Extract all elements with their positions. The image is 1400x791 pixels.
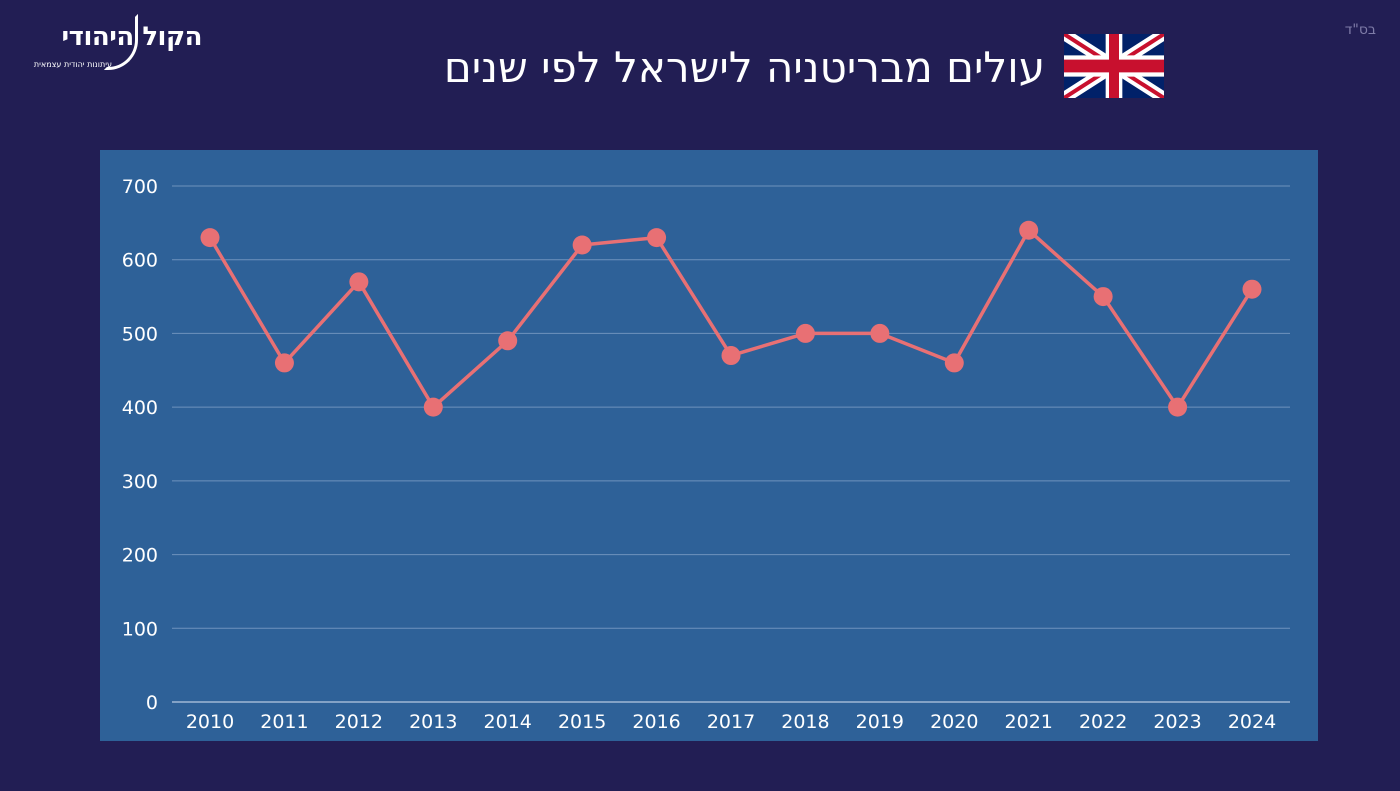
x-tick-label: 2012 bbox=[335, 711, 383, 733]
x-tick-label: 2020 bbox=[930, 711, 978, 733]
uk-flag-icon bbox=[1064, 34, 1164, 98]
data-point bbox=[423, 397, 443, 417]
data-point bbox=[1168, 397, 1188, 417]
data-point bbox=[1019, 220, 1039, 240]
data-point bbox=[721, 346, 741, 366]
y-tick-label: 100 bbox=[122, 618, 158, 640]
x-tick-label: 2018 bbox=[781, 711, 829, 733]
x-tick-label: 2024 bbox=[1228, 711, 1276, 733]
data-point bbox=[349, 272, 369, 292]
x-tick-label: 2021 bbox=[1005, 711, 1053, 733]
chart-panel: 0 100 200 300 400 500 600 700 2010 2011 2012 2013 20… bbox=[100, 150, 1318, 741]
y-tick-label: 200 bbox=[122, 545, 158, 567]
x-tick-label: 2017 bbox=[707, 711, 755, 733]
data-point bbox=[572, 235, 592, 255]
data-point bbox=[1242, 279, 1262, 299]
x-tick-label: 2013 bbox=[409, 711, 457, 733]
data-point bbox=[944, 353, 964, 373]
bsd-mark: בס"ד bbox=[1344, 22, 1376, 38]
y-tick-label: 300 bbox=[122, 471, 158, 493]
x-tick-label: 2010 bbox=[186, 711, 234, 733]
line-chart: 0 100 200 300 400 500 600 700 2010 2011 2012 2013 20… bbox=[122, 176, 1290, 733]
y-tick-label: 0 bbox=[146, 692, 158, 714]
logo: הקול היהודי עיתונות יהודית עצמאית bbox=[12, 12, 203, 76]
data-point bbox=[274, 353, 294, 373]
x-tick-label: 2016 bbox=[632, 711, 680, 733]
y-tick-label: 400 bbox=[122, 397, 158, 419]
data-point bbox=[200, 228, 220, 248]
x-tick-label: 2019 bbox=[856, 711, 904, 733]
logo-text: הקול היהודי bbox=[61, 22, 203, 52]
x-tick-label: 2014 bbox=[484, 711, 532, 733]
y-tick-label: 700 bbox=[122, 176, 158, 198]
data-point bbox=[795, 323, 815, 343]
page-title: עולים מבריטניה לישראל לפי שנים bbox=[443, 43, 1045, 92]
y-tick-label: 500 bbox=[122, 323, 158, 345]
data-point bbox=[870, 323, 890, 343]
data-point bbox=[1093, 287, 1113, 307]
x-tick-label: 2022 bbox=[1079, 711, 1127, 733]
logo-tagline: עיתונות יהודית עצמאית bbox=[33, 60, 112, 69]
series-line bbox=[208, 228, 1254, 409]
x-tick-label: 2023 bbox=[1153, 711, 1201, 733]
x-tick-label: 2011 bbox=[260, 711, 308, 733]
y-tick-label: 600 bbox=[122, 250, 158, 272]
data-point bbox=[498, 331, 518, 351]
x-tick-label: 2015 bbox=[558, 711, 606, 733]
data-point bbox=[647, 228, 667, 248]
